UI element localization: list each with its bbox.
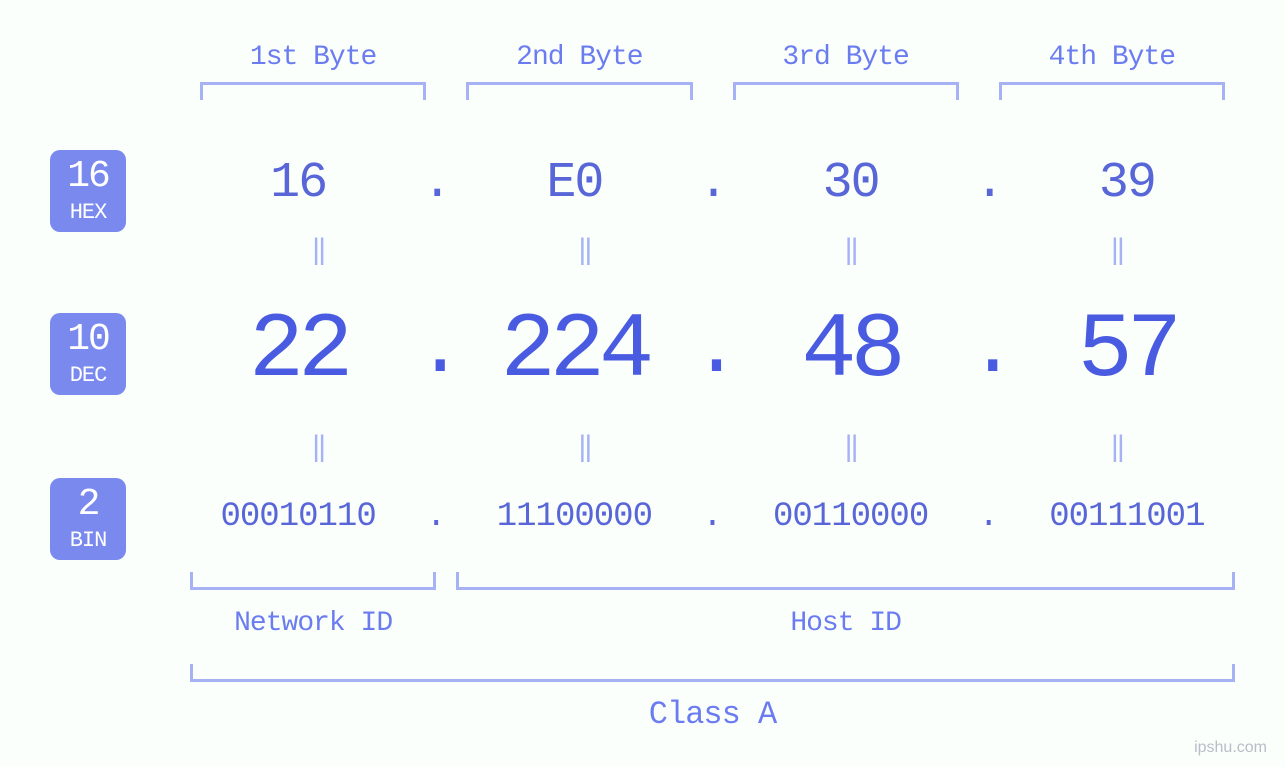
byte-header-1: 1st Byte bbox=[180, 42, 446, 73]
equals-row-dec-bin: || || || || bbox=[180, 432, 1245, 466]
bracket-host-id bbox=[456, 572, 1235, 590]
class-bracket-wrap: Class A bbox=[180, 664, 1245, 733]
bracket-byte-4 bbox=[999, 82, 1225, 100]
watermark: ipshu.com bbox=[1194, 739, 1267, 757]
bracket-byte-1 bbox=[200, 82, 426, 100]
radix-badge-bin-num: 2 bbox=[78, 486, 99, 524]
bin-sep-3: . bbox=[969, 498, 1009, 536]
eq-5: || bbox=[180, 432, 446, 466]
hex-row: 16 . E0 . 30 . 39 bbox=[180, 155, 1245, 212]
dec-sep-2: . bbox=[693, 305, 733, 396]
bin-byte-2: 11100000 bbox=[456, 498, 692, 536]
hex-sep-1: . bbox=[416, 155, 456, 212]
dec-byte-3: 48 bbox=[733, 298, 969, 403]
byte-header-2: 2nd Byte bbox=[446, 42, 712, 73]
bracket-byte-2 bbox=[466, 82, 692, 100]
eq-4: || bbox=[979, 235, 1245, 269]
host-id-label: Host ID bbox=[456, 608, 1235, 639]
bracket-network-id bbox=[190, 572, 436, 590]
dec-row: 22 . 224 . 48 . 57 bbox=[180, 298, 1245, 403]
class-bracket bbox=[190, 664, 1235, 682]
hex-sep-2: . bbox=[693, 155, 733, 212]
hex-byte-1: 16 bbox=[180, 155, 416, 212]
hex-sep-3: . bbox=[969, 155, 1009, 212]
radix-badge-hex-num: 16 bbox=[67, 158, 109, 196]
hex-byte-3: 30 bbox=[733, 155, 969, 212]
bracket-byte-3 bbox=[733, 82, 959, 100]
eq-1: || bbox=[180, 235, 446, 269]
equals-row-hex-dec: || || || || bbox=[180, 235, 1245, 269]
dec-sep-3: . bbox=[969, 305, 1009, 396]
bin-byte-4: 00111001 bbox=[1009, 498, 1245, 536]
radix-badge-dec: 10 DEC bbox=[50, 313, 126, 395]
eq-2: || bbox=[446, 235, 712, 269]
class-label: Class A bbox=[180, 696, 1245, 733]
bin-row: 00010110 . 11100000 . 00110000 . 0011100… bbox=[180, 498, 1245, 536]
radix-badge-dec-label: DEC bbox=[70, 365, 107, 387]
byte-brackets-top bbox=[180, 82, 1245, 100]
bin-byte-1: 00010110 bbox=[180, 498, 416, 536]
byte-header-4: 4th Byte bbox=[979, 42, 1245, 73]
radix-badge-hex: 16 HEX bbox=[50, 150, 126, 232]
radix-badge-hex-label: HEX bbox=[70, 202, 107, 224]
eq-7: || bbox=[713, 432, 979, 466]
dec-sep-1: . bbox=[416, 305, 456, 396]
dec-byte-2: 224 bbox=[456, 298, 692, 403]
id-brackets bbox=[180, 572, 1245, 590]
hex-byte-2: E0 bbox=[456, 155, 692, 212]
eq-6: || bbox=[446, 432, 712, 466]
network-id-label: Network ID bbox=[190, 608, 436, 639]
radix-badge-bin: 2 BIN bbox=[50, 478, 126, 560]
bin-sep-2: . bbox=[693, 498, 733, 536]
id-labels: Network ID Host ID bbox=[180, 608, 1245, 638]
byte-header-3: 3rd Byte bbox=[713, 42, 979, 73]
radix-badge-dec-num: 10 bbox=[67, 321, 109, 359]
dec-byte-4: 57 bbox=[1009, 298, 1245, 403]
bin-byte-3: 00110000 bbox=[733, 498, 969, 536]
bin-sep-1: . bbox=[416, 498, 456, 536]
eq-8: || bbox=[979, 432, 1245, 466]
byte-headers: 1st Byte 2nd Byte 3rd Byte 4th Byte bbox=[180, 42, 1245, 73]
eq-3: || bbox=[713, 235, 979, 269]
radix-badge-bin-label: BIN bbox=[70, 530, 107, 552]
dec-byte-1: 22 bbox=[180, 298, 416, 403]
hex-byte-4: 39 bbox=[1009, 155, 1245, 212]
